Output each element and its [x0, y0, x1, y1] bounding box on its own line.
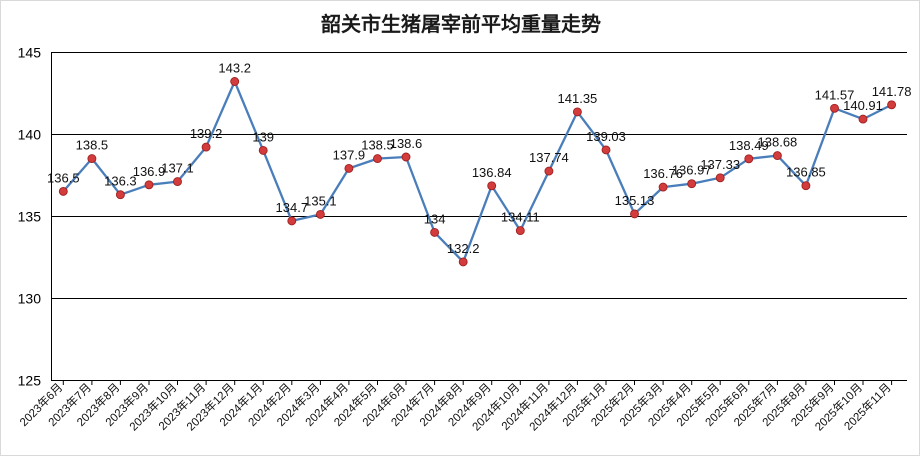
svg-text:141.78: 141.78 [872, 84, 912, 99]
svg-text:138.68: 138.68 [758, 135, 798, 150]
svg-text:135.13: 135.13 [615, 193, 655, 208]
svg-text:135: 135 [18, 209, 42, 225]
svg-text:130: 130 [18, 291, 42, 307]
svg-text:136.5: 136.5 [47, 170, 80, 185]
svg-text:141.35: 141.35 [558, 91, 598, 106]
svg-text:139.03: 139.03 [586, 129, 626, 144]
svg-text:145: 145 [18, 45, 42, 61]
svg-text:135.1: 135.1 [304, 193, 337, 208]
svg-text:137.1: 137.1 [161, 161, 194, 176]
svg-text:138.6: 138.6 [390, 136, 423, 151]
svg-text:132.2: 132.2 [447, 241, 480, 256]
svg-text:139: 139 [252, 129, 274, 144]
svg-text:137.33: 137.33 [700, 157, 740, 172]
svg-text:138.5: 138.5 [76, 138, 109, 153]
svg-text:137.74: 137.74 [529, 150, 569, 165]
svg-text:140: 140 [18, 127, 42, 143]
svg-text:140.91: 140.91 [843, 98, 883, 113]
svg-text:139.2: 139.2 [190, 126, 223, 141]
svg-text:136.84: 136.84 [472, 165, 512, 180]
svg-text:143.2: 143.2 [218, 61, 251, 76]
svg-text:134.11: 134.11 [501, 210, 540, 225]
svg-text:136.85: 136.85 [786, 165, 826, 180]
svg-text:125: 125 [18, 373, 42, 389]
svg-text:134: 134 [424, 211, 446, 226]
